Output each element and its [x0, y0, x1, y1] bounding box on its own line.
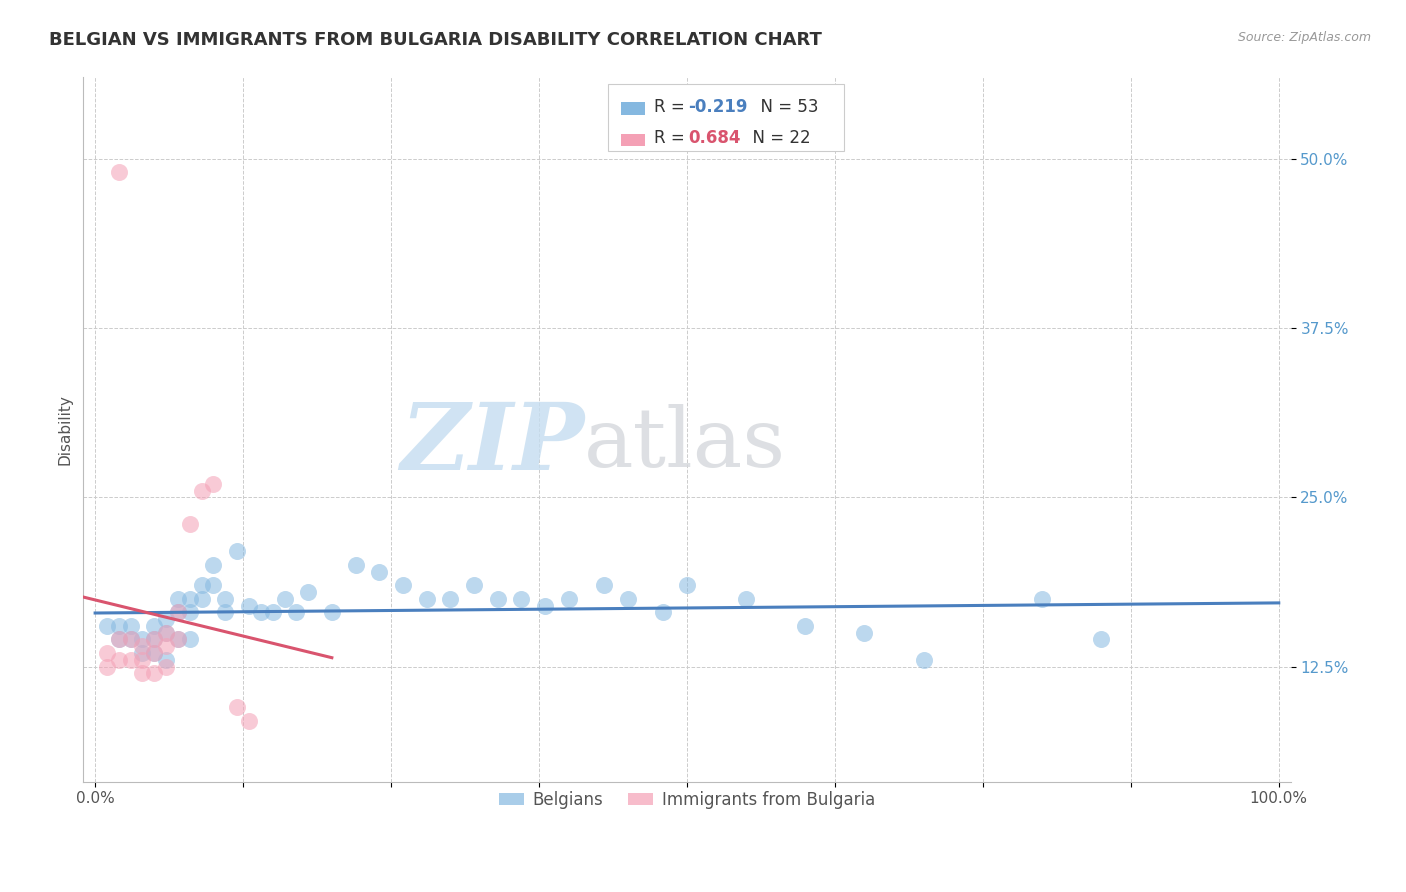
Point — [167, 632, 190, 647]
Point — [131, 632, 153, 647]
Point — [415, 591, 437, 606]
Text: ZIP: ZIP — [401, 399, 585, 489]
Point — [676, 578, 699, 592]
Point — [107, 632, 129, 647]
Point — [463, 578, 485, 592]
Point — [557, 591, 579, 606]
Point — [155, 625, 177, 640]
Point — [214, 591, 236, 606]
Point — [167, 632, 190, 647]
Point — [735, 591, 758, 606]
Text: BELGIAN VS IMMIGRANTS FROM BULGARIA DISABILITY CORRELATION CHART: BELGIAN VS IMMIGRANTS FROM BULGARIA DISA… — [49, 31, 823, 49]
Point — [238, 599, 260, 613]
Point — [96, 659, 118, 673]
Point — [120, 653, 142, 667]
Point — [143, 666, 166, 681]
Point — [167, 591, 190, 606]
Point — [439, 591, 461, 606]
Point — [107, 653, 129, 667]
Point — [179, 591, 201, 606]
Text: N = 53: N = 53 — [749, 97, 818, 116]
Point — [167, 606, 190, 620]
Point — [1031, 591, 1053, 606]
Text: -0.219: -0.219 — [688, 97, 748, 116]
Point — [96, 646, 118, 660]
Point — [238, 714, 260, 728]
Point — [616, 591, 638, 606]
Point — [120, 619, 142, 633]
Point — [273, 591, 295, 606]
Point — [131, 653, 153, 667]
FancyBboxPatch shape — [620, 103, 645, 115]
Point — [226, 544, 249, 558]
Text: 0.684: 0.684 — [688, 129, 741, 147]
Point — [794, 619, 817, 633]
Point — [214, 606, 236, 620]
Point — [143, 646, 166, 660]
Point — [155, 653, 177, 667]
Text: N = 22: N = 22 — [742, 129, 811, 147]
Point — [534, 599, 557, 613]
Point — [912, 653, 935, 667]
Text: atlas: atlas — [585, 404, 786, 483]
Legend: Belgians, Immigrants from Bulgaria: Belgians, Immigrants from Bulgaria — [492, 784, 882, 815]
Point — [143, 619, 166, 633]
Point — [167, 606, 190, 620]
Point — [155, 612, 177, 626]
Point — [486, 591, 509, 606]
FancyBboxPatch shape — [620, 134, 645, 146]
Point — [131, 639, 153, 653]
Y-axis label: Disability: Disability — [58, 394, 72, 465]
Point — [155, 625, 177, 640]
Point — [155, 659, 177, 673]
Point — [226, 700, 249, 714]
Point — [1090, 632, 1112, 647]
Point — [344, 558, 367, 572]
Point — [285, 606, 308, 620]
Point — [143, 632, 166, 647]
Point — [202, 578, 225, 592]
Point — [155, 639, 177, 653]
Point — [297, 585, 319, 599]
Point — [250, 606, 273, 620]
Point — [179, 517, 201, 532]
Point — [190, 578, 212, 592]
Point — [202, 558, 225, 572]
Point — [143, 632, 166, 647]
Point — [321, 606, 343, 620]
Text: R =: R = — [654, 97, 690, 116]
Point — [107, 165, 129, 179]
Point — [120, 632, 142, 647]
FancyBboxPatch shape — [609, 85, 844, 152]
Point — [368, 565, 391, 579]
Point — [510, 591, 533, 606]
Point — [593, 578, 616, 592]
Point — [392, 578, 415, 592]
Point — [120, 632, 142, 647]
Point — [107, 632, 129, 647]
Point — [131, 666, 153, 681]
Text: R =: R = — [654, 129, 690, 147]
Point — [262, 606, 284, 620]
Point — [190, 483, 212, 498]
Point — [179, 606, 201, 620]
Text: Source: ZipAtlas.com: Source: ZipAtlas.com — [1237, 31, 1371, 45]
Point — [131, 646, 153, 660]
Point — [652, 606, 675, 620]
Point — [853, 625, 876, 640]
Point — [179, 632, 201, 647]
Point — [190, 591, 212, 606]
Point — [143, 646, 166, 660]
Point — [96, 619, 118, 633]
Point — [202, 476, 225, 491]
Point — [107, 619, 129, 633]
